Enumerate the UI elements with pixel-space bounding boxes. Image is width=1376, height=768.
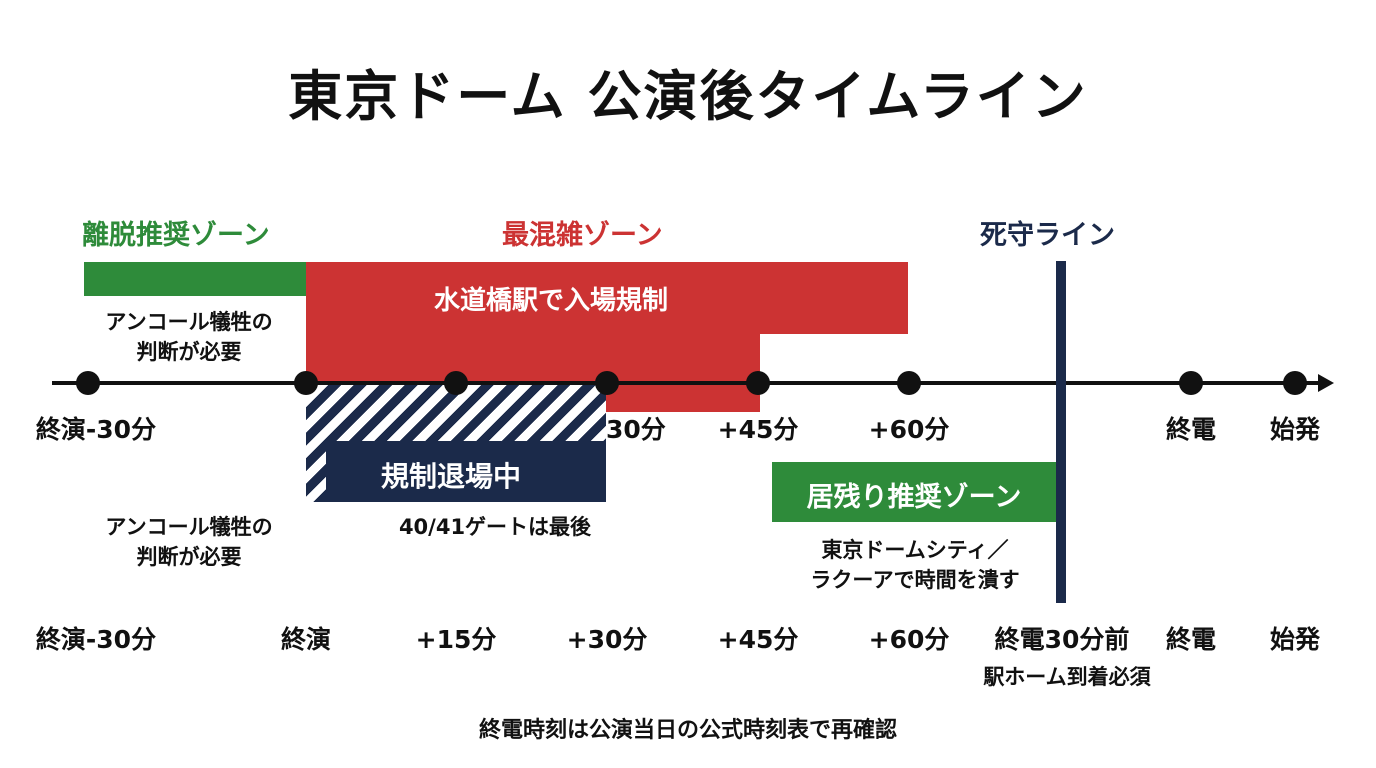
stay-zone-note-line1: 東京ドームシティ／: [821, 538, 1009, 562]
lower-note-line1: アンコール犠牲の: [105, 515, 273, 539]
timeline-dot: [1179, 371, 1203, 395]
leave-zone-bar: [84, 262, 306, 296]
timeline-dot: [595, 371, 619, 395]
leave-zone-note: アンコール犠牲の 判断が必要: [84, 307, 294, 367]
stay-zone-note-line2: ラクーアで時間を潰す: [810, 568, 1020, 592]
upper-tick-label: 終電: [1165, 415, 1217, 444]
timeline-arrow-icon: [1318, 374, 1334, 392]
crowd-zone-bar-text: 水道橋駅で入場規制: [433, 286, 668, 316]
timeline-dot: [444, 371, 468, 395]
crowd-zone-bar: 水道橋駅で入場規制: [306, 262, 908, 334]
leave-zone-note-line1: アンコール犠牲の: [105, 310, 273, 334]
regulated-exit-text: 規制退場中: [380, 460, 521, 493]
upper-tick-label: 始発: [1269, 415, 1321, 444]
footer-note: 終電時刻は公演当日の公式時刻表で再確認: [478, 718, 897, 743]
lower-tick-label: 始発: [1269, 625, 1321, 654]
upper-tick-label: +45分: [717, 415, 799, 444]
lower-tick-label: 終電30分前: [994, 625, 1130, 654]
leave-zone-label: 離脱推奨ゾーン: [82, 220, 270, 251]
leave-zone-note-line2: 判断が必要: [136, 340, 242, 364]
page-title: 東京ドーム 公演後タイムライン: [288, 65, 1088, 128]
deadline-note: 駅ホーム到着必須: [983, 665, 1151, 689]
deadline-line: [1056, 261, 1066, 603]
regulated-exit-bar: 規制退場中: [326, 441, 606, 502]
stay-zone-note: 東京ドームシティ／ ラクーアで時間を潰す: [780, 535, 1050, 595]
timeline-dot: [746, 371, 770, 395]
timeline-dot: [294, 371, 318, 395]
lower-tick-label: 終演-30分: [35, 625, 157, 654]
upper-tick-label: 30分: [606, 415, 666, 444]
timeline-axis: [52, 381, 1322, 385]
upper-tick-label: 終演-30分: [35, 415, 157, 444]
lower-note: アンコール犠牲の 判断が必要: [84, 512, 294, 572]
stay-zone-label: 居残り推奨ゾーン: [806, 482, 1022, 513]
stay-zone-bar: 居残り推奨ゾーン: [772, 462, 1056, 522]
lower-tick-label: +15分: [415, 625, 497, 654]
timeline-dot: [76, 371, 100, 395]
deadline-label: 死守ライン: [980, 220, 1115, 251]
lower-tick-label: +45分: [717, 625, 799, 654]
lower-tick-label: +30分: [566, 625, 648, 654]
regulated-exit-note: 40/41ゲートは最後: [398, 515, 592, 539]
timeline-dot: [897, 371, 921, 395]
lower-tick-label: +60分: [868, 625, 950, 654]
timeline-dot: [1283, 371, 1307, 395]
upper-tick-label: +60分: [868, 415, 950, 444]
crowd-zone-label: 最混雑ゾーン: [502, 220, 663, 251]
lower-tick-label: 終演: [280, 625, 332, 654]
lower-tick-label: 終電: [1165, 625, 1217, 654]
lower-note-line2: 判断が必要: [136, 545, 242, 569]
